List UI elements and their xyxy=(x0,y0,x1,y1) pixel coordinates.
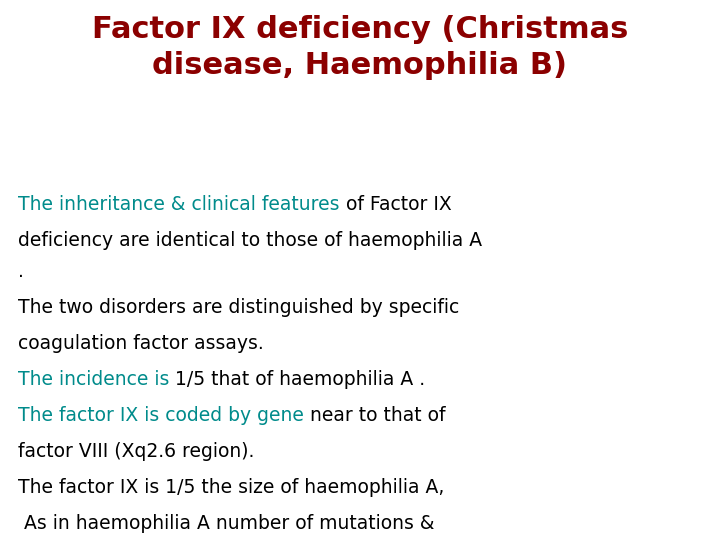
Text: 1/5 that of haemophilia A .: 1/5 that of haemophilia A . xyxy=(169,369,426,389)
Text: deficiency are identical to those of haemophilia A: deficiency are identical to those of hae… xyxy=(18,231,482,250)
Text: The incidence is: The incidence is xyxy=(18,369,169,389)
Text: The inheritance & clinical features: The inheritance & clinical features xyxy=(18,195,340,214)
Text: Factor IX deficiency (Christmas
disease, Haemophilia B): Factor IX deficiency (Christmas disease,… xyxy=(92,15,628,80)
Text: near to that of: near to that of xyxy=(304,406,446,424)
Text: factor VIII (Xq2.6 region).: factor VIII (Xq2.6 region). xyxy=(18,442,254,461)
Text: of Factor IX: of Factor IX xyxy=(340,195,451,214)
Text: The factor IX is 1/5 the size of haemophilia A,: The factor IX is 1/5 the size of haemoph… xyxy=(18,477,444,497)
Text: The factor IX is coded by gene: The factor IX is coded by gene xyxy=(18,406,304,424)
Text: coagulation factor assays.: coagulation factor assays. xyxy=(18,334,264,353)
Text: The two disorders are distinguished by specific: The two disorders are distinguished by s… xyxy=(18,298,459,316)
Text: .: . xyxy=(18,261,24,281)
Text: As in haemophilia A number of mutations &: As in haemophilia A number of mutations … xyxy=(18,514,434,532)
